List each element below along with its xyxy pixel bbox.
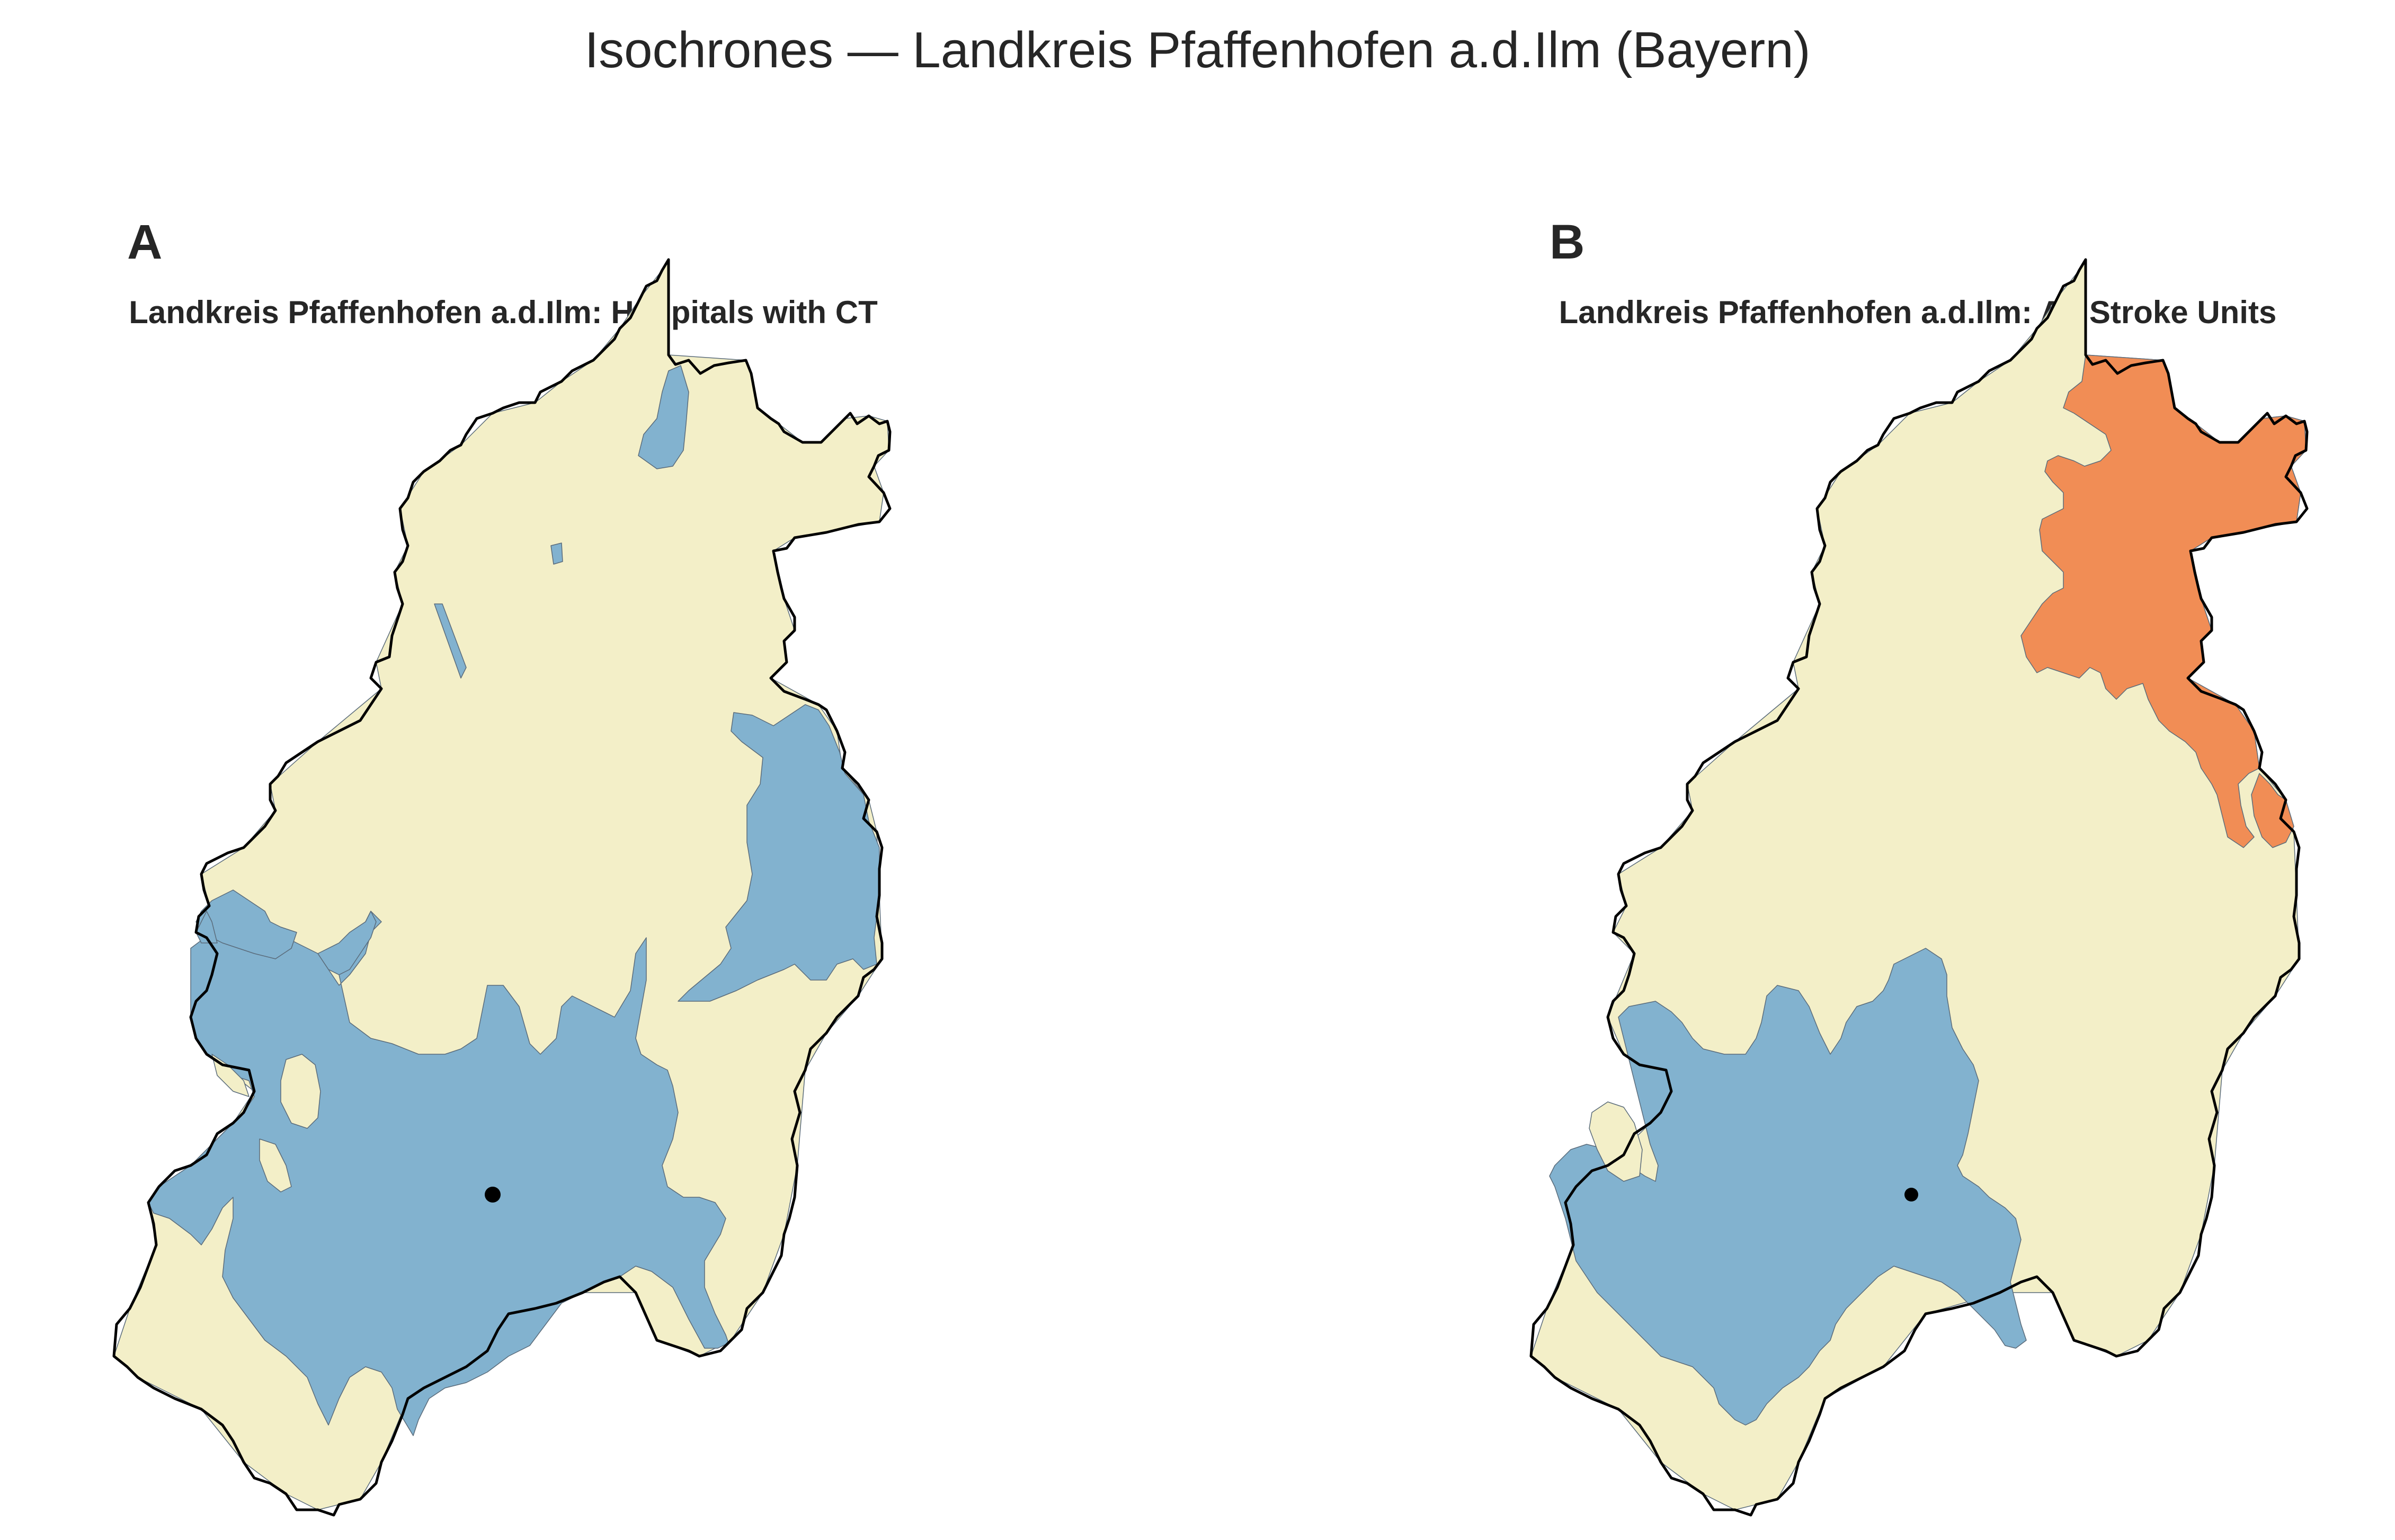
unreached-hole [1589, 1101, 1643, 1182]
reachable-zone-north-arm [317, 911, 377, 975]
facility-marker [1904, 1188, 1918, 1201]
reachable-zone-sliver [434, 603, 467, 679]
panel-b-map [1531, 260, 2307, 1515]
facility-marker [485, 1187, 501, 1203]
reachable-zone-nw-dot [550, 542, 563, 565]
panel-b-letter: B [1550, 215, 1585, 269]
reachable-zone-east [678, 704, 880, 1002]
panel-a-title: Landkreis Pfaffenhofen a.d.Ilm: Hospital… [129, 295, 878, 330]
panel-a-letter: A [127, 215, 163, 269]
panel-b-title: Landkreis Pfaffenhofen a.d.Ilm: All Stro… [1559, 295, 2277, 330]
reachable-zone-north [638, 365, 689, 469]
reachable-zone-main [1549, 948, 2027, 1426]
panel-a-map [114, 260, 890, 1515]
reachable-zone-orange-lobe [2251, 773, 2294, 848]
figure-title: Isochrones — Landkreis Pfaffenhofen a.d.… [584, 22, 1811, 78]
reachable-zone-main [148, 911, 729, 1436]
unreached-hole-2 [259, 1138, 292, 1192]
unreached-hole-1 [280, 1054, 321, 1129]
